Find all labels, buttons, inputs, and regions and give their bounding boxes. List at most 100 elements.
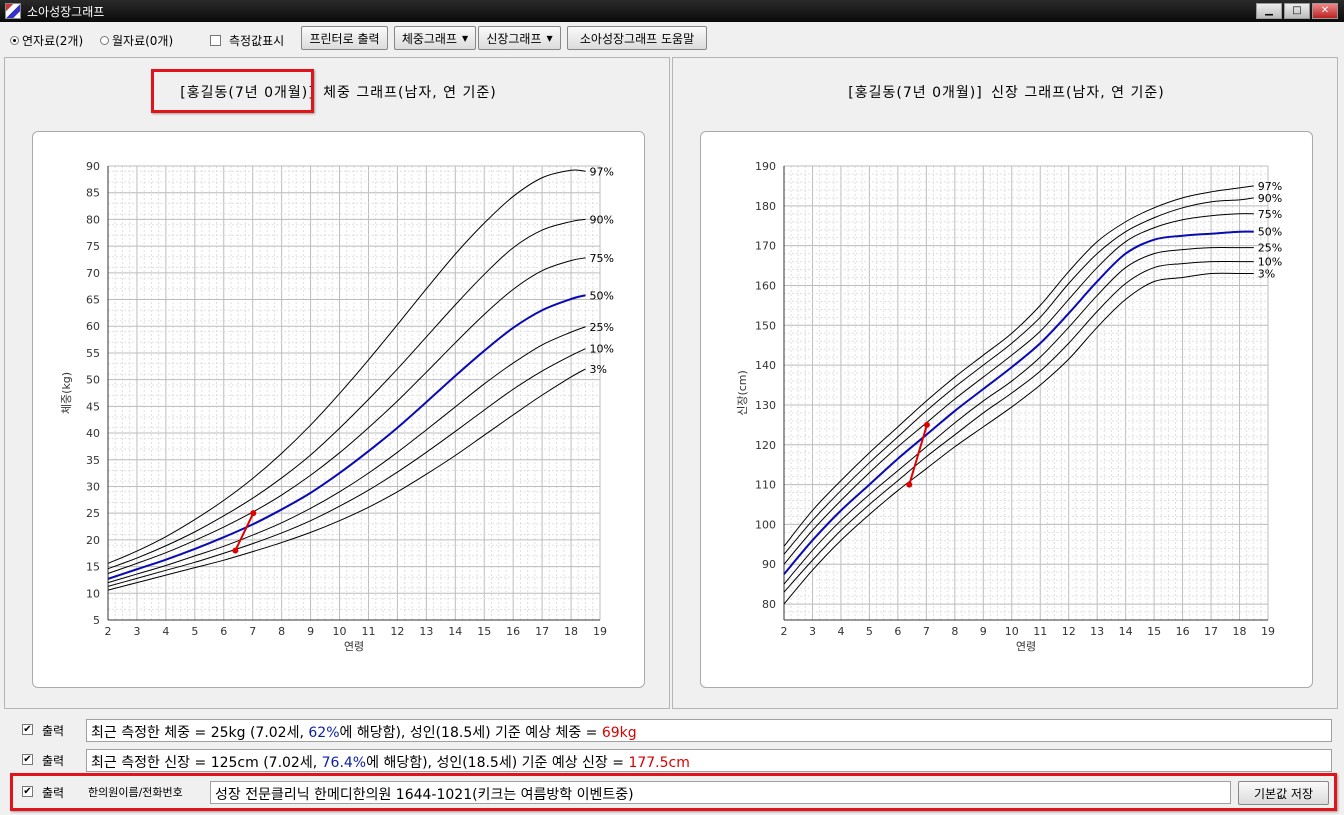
y-tick-label: 50 [86, 374, 100, 387]
clinic-field-label: 한의원이름/전화번호 [88, 786, 183, 799]
series-label: 25% [590, 321, 614, 334]
clinic-row: ✔ 출력 한의원이름/전화번호 성장 전문클리닉 한메디한의원 1644-102… [0, 778, 1344, 806]
series-line-10% [783, 260, 1254, 593]
minimize-button[interactable]: ▁ [1256, 3, 1282, 19]
clinic-output-checkbox[interactable]: ✔ [22, 785, 33, 797]
height-summary-predicted: 177.5cm [628, 755, 690, 771]
x-tick-label: 15 [1147, 625, 1161, 638]
x-tick-label: 14 [448, 625, 462, 638]
y-tick-label: 70 [86, 267, 100, 280]
y-tick-label: 170 [755, 240, 776, 253]
y-tick-label: 100 [755, 518, 776, 531]
y-axis-label: 체중(kg) [60, 372, 73, 414]
toolbar: 연자료(2개) 월자료(0개) 측정값표시 프린터로 출력 체중그래프 ▼ 신장… [0, 22, 1344, 54]
grid [783, 165, 1269, 621]
height-chart-card: 2 3 4 5 6 7 8 9 10 11 12 13 14 15 16 17 18 19 80 90 100 110 12… [700, 131, 1313, 688]
y-tick-label: 190 [755, 160, 776, 173]
y-tick-label: 130 [755, 399, 776, 412]
weight-summary-middle: 에 해당함), 성인(18.5세) 기준 예상 체중 = [339, 725, 602, 741]
x-tick-label: 17 [1204, 625, 1218, 638]
print-button-label: 프린터로 출력 [309, 31, 380, 46]
series-line-25% [107, 326, 586, 584]
measurement-line [908, 424, 928, 485]
x-tick-label: 14 [1119, 625, 1133, 638]
series-label: 75% [1258, 208, 1282, 221]
series-line-90% [783, 197, 1254, 555]
height-chart: 2 3 4 5 6 7 8 9 10 11 12 13 14 15 16 17 18 19 80 90 100 110 12… [736, 160, 1282, 653]
highlight-box [151, 69, 314, 113]
x-tick-label: 5 [866, 625, 873, 638]
radio-monthly[interactable]: 월자료(0개) [100, 32, 173, 49]
weight-graph-dropdown[interactable]: 체중그래프 ▼ [394, 26, 476, 50]
series-label: 3% [590, 363, 607, 376]
height-summary-text: 최근 측정한 신장 = 125cm (7.02세, 76.4%에 해당함), 성… [86, 749, 1332, 772]
show-values-label: 측정값표시 [229, 34, 285, 48]
height-title-rest: 신장 그래프(남자, 연 기준) [991, 85, 1165, 101]
window-title: 소아성장그래프 [27, 5, 105, 19]
measurement-point [906, 481, 913, 488]
weight-summary-row: ✔ 출력 최근 측정한 체중 = 25kg (7.02세, 62%에 해당함),… [0, 716, 1344, 744]
y-tick-label: 80 [762, 598, 776, 611]
height-graph-dropdown-label: 신장그래프 [486, 31, 542, 46]
series-label: 50% [1258, 226, 1282, 239]
height-summary-middle: 에 해당함), 성인(18.5세) 기준 예상 신장 = [366, 755, 629, 771]
close-button[interactable]: ✕ [1312, 3, 1338, 19]
series-line-97% [107, 169, 586, 564]
x-tick-label: 16 [1176, 625, 1190, 638]
show-values-check[interactable] [210, 35, 221, 46]
y-tick-label: 75 [86, 240, 100, 253]
y-tick-label: 30 [86, 480, 100, 493]
y-tick-label: 80 [86, 213, 100, 226]
x-axis-label: 연령 [344, 640, 364, 653]
series-label: 3% [1258, 268, 1275, 281]
x-tick-label: 11 [361, 625, 375, 638]
clinic-highlight-box [10, 773, 1337, 811]
series-line-50% [783, 230, 1254, 575]
clinic-input[interactable]: 성장 전문클리닉 한메디한의원 1644-1021(키크는 여름방학 이벤트중) [210, 781, 1231, 804]
weight-summary-percentile: 62% [308, 725, 340, 741]
app-icon [5, 3, 21, 19]
chevron-down-icon: ▼ [462, 33, 469, 43]
x-axis-label: 연령 [1016, 640, 1036, 653]
y-tick-label: 150 [755, 319, 776, 332]
x-tick-label: 15 [477, 625, 491, 638]
save-default-button[interactable]: 기본값 저장 [1238, 781, 1329, 805]
print-button[interactable]: 프린터로 출력 [301, 26, 388, 50]
y-axis-label: 신장(cm) [736, 370, 749, 416]
x-tick-label: 4 [162, 625, 169, 638]
radio-monthly-dot[interactable] [100, 36, 109, 45]
y-tick-label: 160 [755, 279, 776, 292]
series-line-25% [783, 246, 1254, 585]
series-line-10% [107, 348, 586, 587]
show-values-checkbox[interactable]: 측정값표시 [210, 32, 284, 49]
weight-graph-dropdown-label: 체중그래프 [401, 31, 458, 46]
measurement-line [234, 512, 255, 551]
grid [107, 165, 601, 621]
x-tick-label: 8 [951, 625, 958, 638]
x-tick-label: 13 [419, 625, 433, 638]
x-tick-label: 19 [1261, 625, 1275, 638]
height-output-checkbox[interactable]: ✔ [22, 753, 33, 765]
x-tick-label: 6 [220, 625, 227, 638]
height-panel-title: [홍길동(7년 0개월)] 신장 그래프(남자, 연 기준) [673, 82, 1337, 102]
weight-output-checkbox[interactable]: ✔ [22, 723, 33, 735]
radio-yearly[interactable]: 연자료(2개) [10, 32, 83, 49]
series-label: 97% [1258, 180, 1282, 193]
y-tick-label: 65 [86, 294, 100, 307]
maximize-button[interactable]: □ [1284, 3, 1310, 19]
window-controls: ▁ □ ✕ [1256, 3, 1338, 19]
weight-summary-predicted: 69kg [601, 725, 637, 741]
weight-chart: 2 3 4 5 6 7 8 9 10 11 12 13 14 15 16 17 18 19510152025303… [60, 160, 614, 653]
save-default-label: 기본값 저장 [1253, 786, 1313, 801]
y-tick-label: 20 [86, 534, 100, 547]
radio-yearly-dot[interactable] [10, 36, 19, 45]
help-button[interactable]: 소아성장그래프 도움말 [567, 26, 707, 50]
series-label: 10% [1258, 256, 1282, 269]
weight-title-name: [홍길동(7년 0개월)] [180, 85, 315, 101]
series-label: 90% [590, 213, 614, 226]
chevron-down-icon: ▼ [546, 33, 553, 43]
weight-output-label: 출력 [42, 724, 65, 738]
height-graph-dropdown[interactable]: 신장그래프 ▼ [478, 26, 561, 50]
x-tick-label: 3 [809, 625, 816, 638]
